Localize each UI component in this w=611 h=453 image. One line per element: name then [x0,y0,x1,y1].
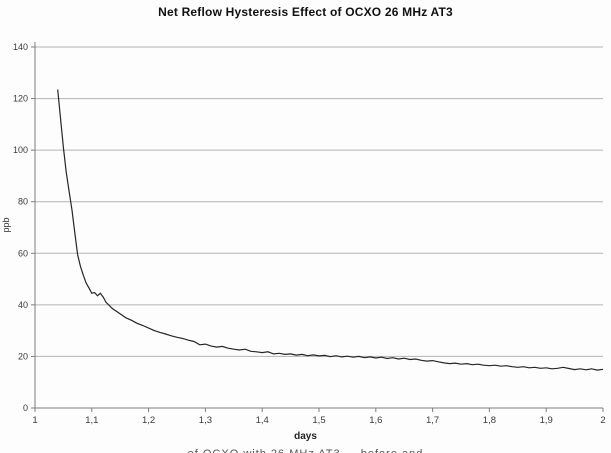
svg-text:80: 80 [18,197,28,207]
svg-text:60: 60 [18,248,28,258]
svg-text:1,2: 1,2 [142,415,155,426]
tick-marks [31,46,604,412]
y-axis-title: ppb [1,217,11,233]
series [57,89,604,371]
svg-text:1,5: 1,5 [312,415,325,426]
svg-text:40: 40 [18,300,28,310]
axes [34,42,603,409]
svg-text:1,9: 1,9 [540,415,553,426]
series-line [57,89,604,371]
svg-text:1,6: 1,6 [369,415,382,426]
svg-text:0: 0 [23,403,28,413]
cutoff-caption: … of OCXO with 26 MHz AT3 … before and … [0,448,611,453]
svg-text:1,7: 1,7 [426,415,439,426]
svg-text:1: 1 [32,415,37,426]
svg-text:140: 140 [13,42,28,52]
svg-text:120: 120 [13,94,28,104]
svg-text:1,1: 1,1 [85,415,98,426]
y-tick-labels: 0 20 40 60 80 100 120 140 [13,42,28,413]
svg-text:1,8: 1,8 [483,415,496,426]
svg-text:20: 20 [18,351,28,361]
svg-text:2: 2 [600,415,605,426]
svg-text:1,4: 1,4 [256,415,269,426]
x-tick-labels: 1 1,1 1,2 1,3 1,4 1,5 1,6 1,7 1,8 1,9 2 [32,415,605,426]
gridlines [35,46,603,357]
x-axis-title: days [294,431,317,442]
svg-text:1,3: 1,3 [199,415,212,426]
svg-text:100: 100 [13,145,28,155]
chart-title: Net Reflow Hysteresis Effect of OCXO 26 … [158,5,453,19]
